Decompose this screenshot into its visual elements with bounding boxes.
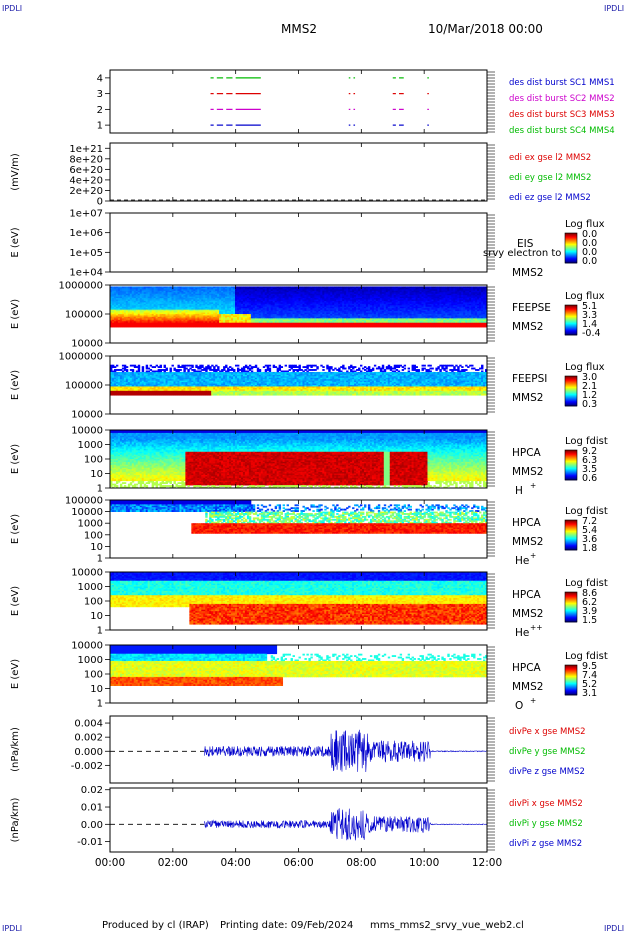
- y-tick-label: 4e+20: [69, 175, 103, 186]
- panel-frame-eis: [110, 213, 487, 272]
- legend-entry: edi ex gse l2 MMS2: [509, 153, 591, 163]
- y-tick-label: 2e+20: [69, 186, 103, 197]
- panel-frame-edi: [110, 143, 487, 201]
- y-tick-label: 4: [97, 73, 103, 84]
- panel-frame-des_dist_burst: [110, 70, 487, 133]
- y-axis-label: (mV/m): [10, 153, 21, 191]
- y-axis-label: E (eV): [10, 227, 21, 257]
- legend-entry: des dist burst SC2 MMS2: [509, 94, 615, 104]
- plot-canvas: 1 2 3 4 des dist burst SC1 MMS1 des dist burs…: [0, 0, 630, 934]
- mms2-survey-plot: IPDLI IPDLI IPDLI IPDLI MMS2 10/Mar/2018…: [0, 0, 630, 934]
- y-tick-label: 6e+20: [69, 165, 103, 176]
- legend-entry: des dist burst SC1 MMS1: [509, 78, 615, 88]
- y-tick-label: 1e+04: [69, 268, 103, 279]
- y-tick-label: 1e+07: [69, 209, 103, 220]
- y-tick-label: 8e+20: [69, 154, 103, 165]
- spacecraft-name: MMS2: [512, 267, 543, 279]
- y-tick-label: 2: [97, 105, 103, 116]
- y-tick-label: 3: [97, 89, 103, 100]
- overlay-label: srvy electron to: [483, 248, 561, 259]
- spectrogram-feeps_e: [110, 286, 487, 327]
- legend-entry: des dist burst SC4 MMS4: [509, 126, 615, 136]
- y-tick-label: 1e+21: [69, 144, 103, 155]
- y-tick-label: 1e+06: [69, 228, 103, 239]
- colorbar-tick-label: 0.0: [582, 256, 597, 267]
- legend-entry: des dist burst SC3 MMS3: [509, 110, 615, 120]
- legend-entry: edi ez gse l2 MMS2: [509, 193, 591, 203]
- y-tick-label: 1: [97, 121, 103, 132]
- y-tick-label: 1e+05: [69, 248, 103, 259]
- legend-entry: edi ey gse l2 MMS2: [509, 173, 591, 183]
- y-tick-label: 0: [97, 197, 103, 208]
